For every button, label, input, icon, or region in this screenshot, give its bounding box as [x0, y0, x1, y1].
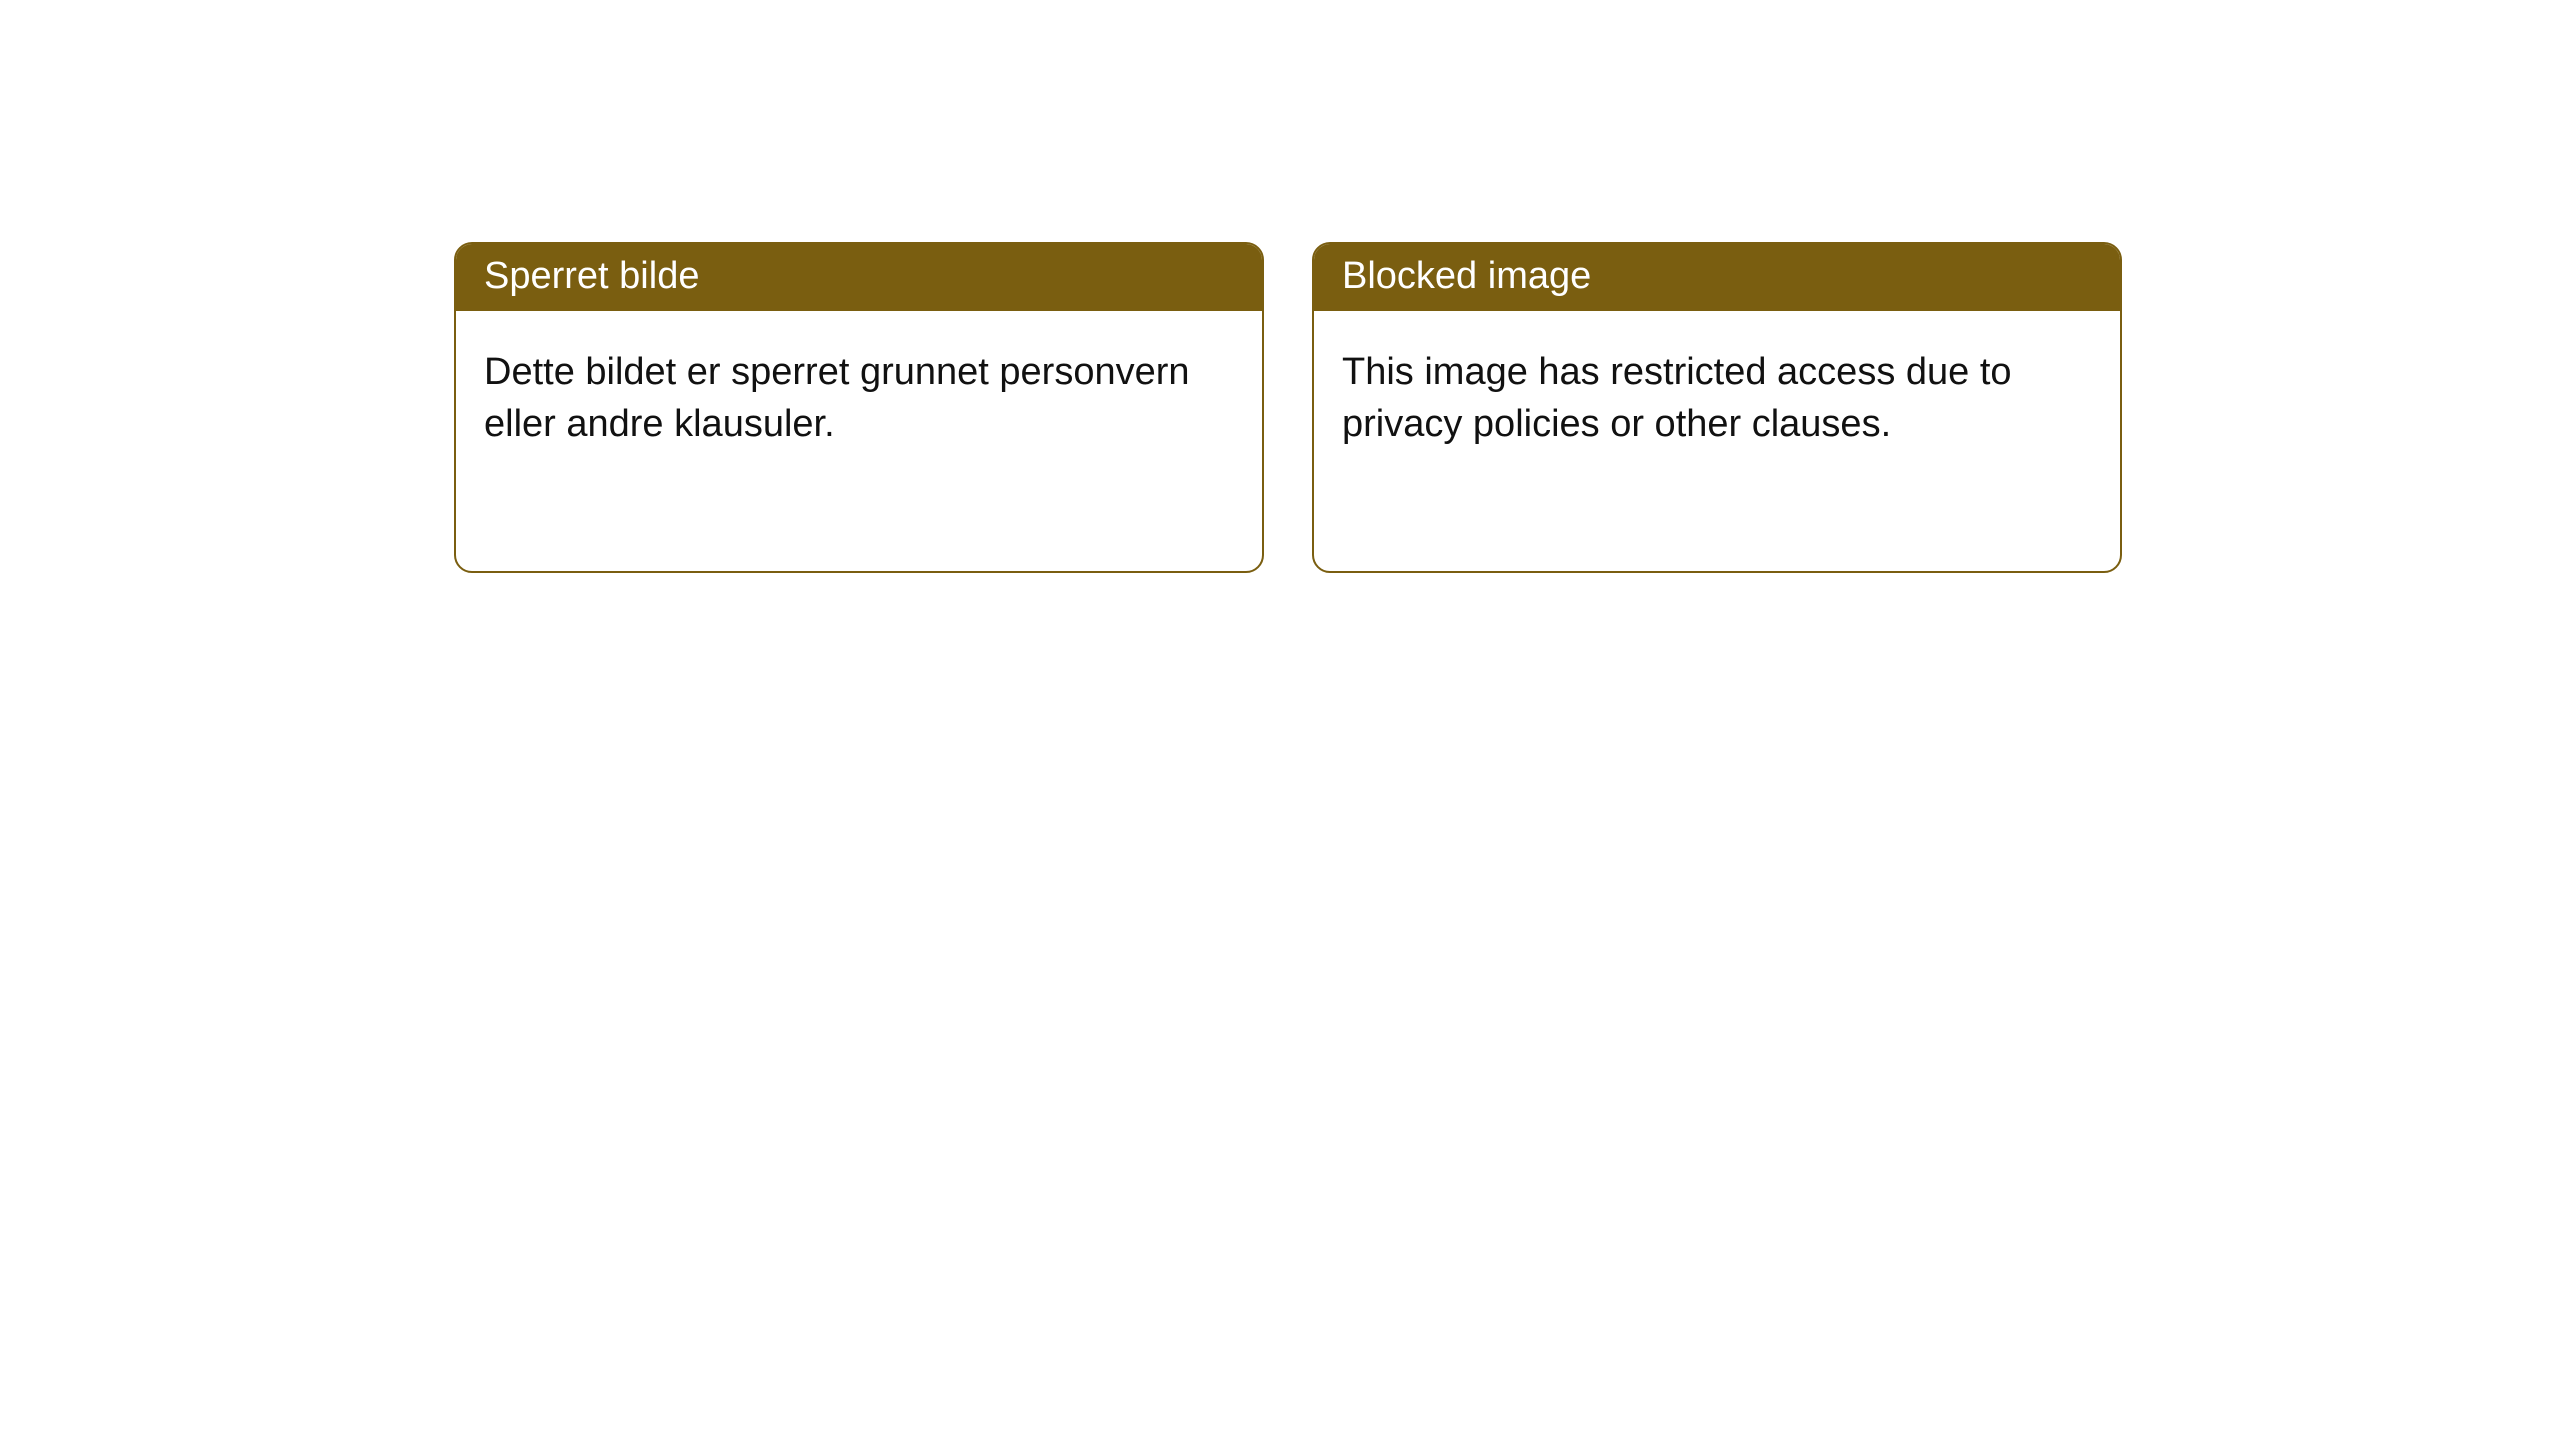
- notice-title-norwegian: Sperret bilde: [456, 244, 1262, 311]
- notice-card-norwegian: Sperret bilde Dette bildet er sperret gr…: [454, 242, 1264, 573]
- notice-body-norwegian: Dette bildet er sperret grunnet personve…: [456, 311, 1262, 571]
- notice-card-english: Blocked image This image has restricted …: [1312, 242, 2122, 573]
- notice-title-english: Blocked image: [1314, 244, 2120, 311]
- notice-body-english: This image has restricted access due to …: [1314, 311, 2120, 571]
- notice-container: Sperret bilde Dette bildet er sperret gr…: [0, 0, 2560, 573]
